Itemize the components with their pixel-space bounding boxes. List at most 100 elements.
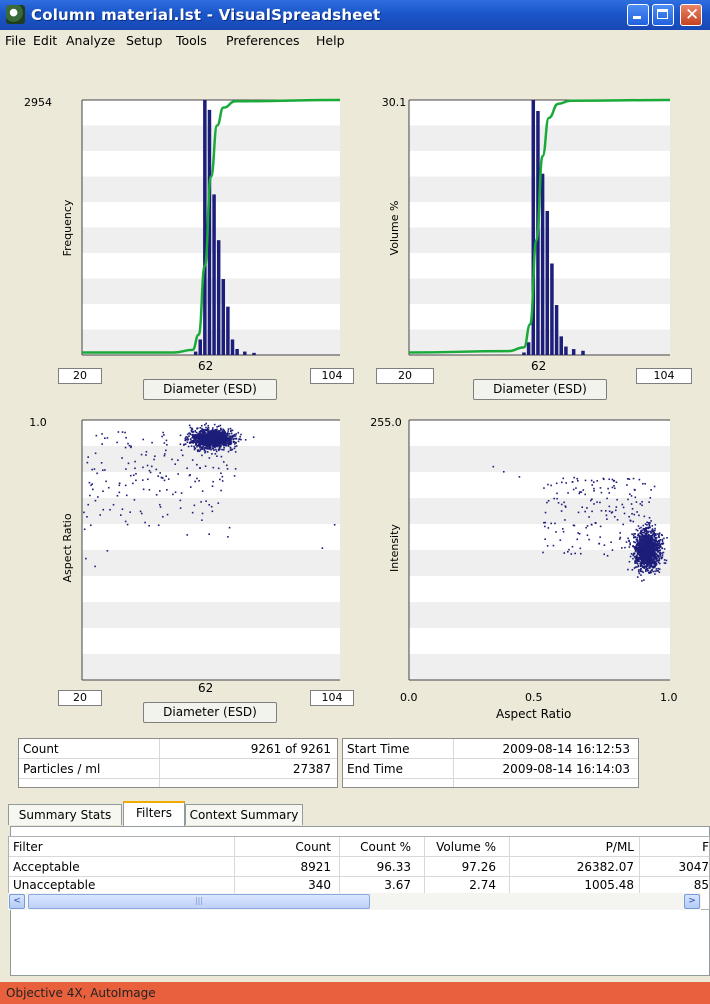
scatter-point xyxy=(643,547,646,549)
scatter-point xyxy=(648,562,650,564)
scatter-point xyxy=(618,538,621,540)
scatter-point xyxy=(658,533,660,535)
table-row[interactable]: Unacceptable 340 3.67 2.74 1005.48 85 xyxy=(9,875,709,894)
int-x-min-label: 0.0 xyxy=(400,691,418,704)
table-row[interactable]: Acceptable 8921 96.33 97.26 26382.07 304… xyxy=(9,857,709,877)
scatter-point xyxy=(202,442,205,445)
scatter-point xyxy=(199,442,201,444)
vol-x-min-field[interactable]: 20 xyxy=(376,368,434,384)
scatter-point xyxy=(224,441,226,444)
scatter-point xyxy=(627,537,629,540)
scatter-point xyxy=(649,522,651,524)
scatter-point xyxy=(198,479,200,482)
header-p-ml[interactable]: P/ML xyxy=(605,840,634,854)
tab-context-summary[interactable]: Context Summary xyxy=(185,804,303,825)
close-button[interactable]: ✕ xyxy=(680,4,702,26)
scatter-point xyxy=(654,552,657,555)
minimize-icon xyxy=(633,16,641,19)
menu-tools[interactable]: Tools xyxy=(176,33,207,48)
menu-help[interactable]: Help xyxy=(316,33,345,48)
scatter-point xyxy=(207,432,210,435)
ar-x-max-field[interactable]: 104 xyxy=(310,690,354,706)
scatter-point xyxy=(584,493,587,496)
scatter-point xyxy=(643,561,645,564)
scatter-point xyxy=(653,531,655,534)
intensity-scatter[interactable] xyxy=(408,419,670,681)
aspect-ratio-scatter[interactable] xyxy=(81,419,340,681)
scatter-point xyxy=(189,486,192,488)
scatter-point xyxy=(613,487,616,490)
scatter-point xyxy=(649,556,652,559)
header-volume-percent[interactable]: Volume % xyxy=(436,840,496,854)
menu-preferences[interactable]: Preferences xyxy=(226,33,300,48)
scatter-point xyxy=(219,424,222,427)
scatter-point xyxy=(635,543,638,546)
ar-x-axis-button[interactable]: Diameter (ESD) xyxy=(143,702,277,723)
tab-summary-stats[interactable]: Summary Stats xyxy=(8,804,122,825)
grid-band xyxy=(409,498,670,524)
scatter-point xyxy=(220,489,222,492)
scatter-point xyxy=(203,449,206,452)
scatter-point xyxy=(636,576,639,578)
menu-setup[interactable]: Setup xyxy=(126,33,163,48)
scatter-point xyxy=(652,554,655,556)
scatter-point xyxy=(134,460,136,463)
scatter-point xyxy=(651,536,654,539)
scatter-point xyxy=(207,424,210,427)
freq-x-axis-button[interactable]: Diameter (ESD) xyxy=(143,379,277,400)
scatter-point xyxy=(125,468,127,470)
scatter-point xyxy=(646,544,649,547)
scatter-point xyxy=(547,527,550,529)
vol-x-max-field[interactable]: 104 xyxy=(636,368,692,384)
horizontal-scrollbar[interactable]: < ||| > xyxy=(8,893,701,910)
header-count[interactable]: Count xyxy=(295,840,331,854)
scatter-point xyxy=(641,552,643,554)
scroll-right-button[interactable]: > xyxy=(684,894,700,909)
scroll-left-button[interactable]: < xyxy=(9,894,25,909)
menu-analyze[interactable]: Analyze xyxy=(66,33,116,48)
scatter-point xyxy=(142,466,144,469)
scatter-point xyxy=(616,498,618,501)
scatter-point xyxy=(634,533,636,535)
tab-filters[interactable]: Filters xyxy=(123,801,185,826)
header-count-percent[interactable]: Count % xyxy=(360,840,411,854)
scatter-point xyxy=(633,513,636,516)
scatter-point xyxy=(235,445,238,447)
scatter-point xyxy=(643,565,646,567)
frequency-histogram[interactable] xyxy=(81,98,341,356)
header-f[interactable]: F xyxy=(702,840,709,854)
scatter-point xyxy=(646,556,648,559)
freq-x-min-field[interactable]: 20 xyxy=(58,368,102,384)
volume-histogram[interactable] xyxy=(408,98,671,356)
scatter-point xyxy=(658,571,661,574)
scatter-point xyxy=(161,477,164,479)
ar-x-min-field[interactable]: 20 xyxy=(58,690,102,706)
scatter-point xyxy=(184,437,187,440)
menu-file[interactable]: File xyxy=(5,33,26,48)
app-eye-icon[interactable] xyxy=(6,5,25,24)
scatter-point xyxy=(638,548,641,550)
menu-edit[interactable]: Edit xyxy=(33,33,58,48)
vol-x-axis-button[interactable]: Diameter (ESD) xyxy=(473,379,607,400)
scatter-point xyxy=(553,497,555,500)
scatter-point xyxy=(639,565,642,568)
scatter-point xyxy=(648,530,650,533)
scatter-point xyxy=(179,434,182,437)
scatter-point xyxy=(223,431,225,434)
scatter-point xyxy=(637,549,640,552)
scatter-point xyxy=(650,569,653,572)
scatter-point xyxy=(209,445,211,448)
scatter-point xyxy=(198,438,201,441)
maximize-button[interactable] xyxy=(652,4,674,26)
scatter-point xyxy=(641,580,643,582)
scatter-point xyxy=(564,505,567,507)
scatter-point xyxy=(212,435,215,438)
freq-x-max-field[interactable]: 104 xyxy=(310,368,354,384)
header-filter[interactable]: Filter xyxy=(13,840,43,854)
scatter-point xyxy=(140,512,143,515)
minimize-button[interactable] xyxy=(627,4,649,26)
scatter-point xyxy=(223,447,225,449)
scroll-thumb[interactable]: ||| xyxy=(28,894,370,909)
scatter-point xyxy=(217,502,220,504)
histogram-bar xyxy=(564,346,568,355)
